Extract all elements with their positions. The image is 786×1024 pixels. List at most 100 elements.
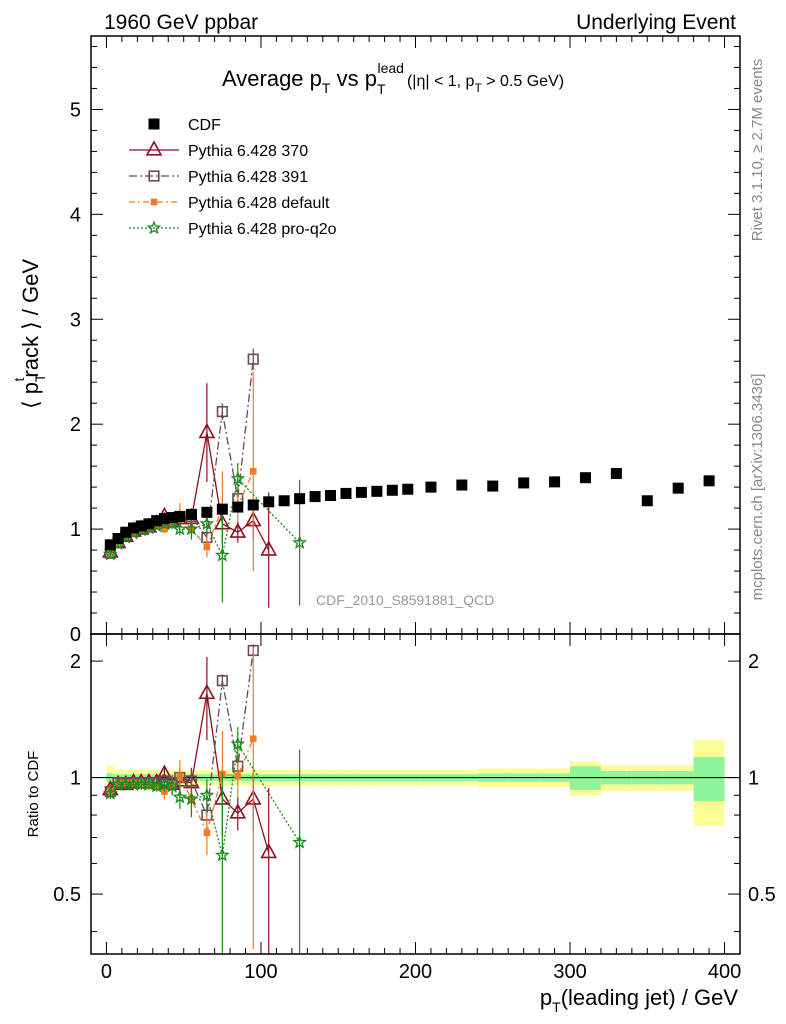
- cdf-point: [135, 520, 147, 532]
- y-tick-label-main: 1: [70, 519, 81, 541]
- y-tick-label-main: 3: [70, 309, 81, 331]
- cdf-point: [112, 533, 124, 545]
- cdf-point: [549, 476, 561, 488]
- cdf-point: [232, 501, 244, 513]
- cdf-point: [309, 491, 321, 503]
- main-point-pdefault: [161, 525, 168, 533]
- ratio-point-pq2o: [184, 791, 199, 806]
- cdf-point: [127, 522, 139, 534]
- main-point-p370: [198, 422, 216, 439]
- x-tick-label: 100: [244, 961, 277, 983]
- cdf-point: [672, 482, 684, 494]
- y-tick-label-main: 5: [70, 99, 81, 121]
- cdf-point: [120, 526, 132, 538]
- legend-marker: [148, 170, 160, 182]
- y-tick-label-ratio-left: 0.5: [53, 884, 81, 906]
- main-point-p370: [229, 522, 247, 538]
- ratio-point-pq2o: [164, 778, 180, 793]
- ratio-point-pq2o: [214, 847, 230, 862]
- analysis-id: CDF_2010_S8591881_QCD: [316, 592, 494, 608]
- chart-title: Average pT vs pTlead(|η| < 1, pT > 0.5 G…: [222, 60, 564, 97]
- cdf-point: [386, 484, 398, 496]
- main-point-pq2o: [102, 546, 118, 561]
- main-point-pq2o: [214, 547, 230, 562]
- ratio-point-pq2o: [156, 776, 172, 791]
- ratio-line-pq2o: [109, 742, 301, 856]
- legend-label: Pythia 6.428 391: [188, 169, 308, 186]
- main-point-pq2o: [199, 516, 215, 531]
- cdf-point: [166, 512, 178, 524]
- x-tick-label: 400: [708, 961, 741, 983]
- header-right: Underlying Event: [576, 11, 736, 34]
- y-tick-label-main: 0: [70, 624, 81, 646]
- legend: CDF Pythia 6.428 370 Pythia 6.428 391 Pythi…: [129, 117, 337, 238]
- legend-label: CDF: [188, 117, 221, 134]
- x-tick-label: 300: [553, 961, 586, 983]
- cdf-point: [518, 477, 530, 489]
- cdf-point: [143, 518, 155, 530]
- cdf-point: [579, 472, 591, 484]
- ratio-panel-ticks: 0 100 200 300 400 0.5 0.5 1 1 2 2: [53, 634, 776, 983]
- cdf-point: [456, 479, 468, 491]
- y-tick-label-main: 4: [70, 204, 81, 226]
- ratio-line-p391: [109, 650, 254, 818]
- y-tick-label-ratio-right: 1: [748, 768, 759, 790]
- cdf-point: [355, 486, 367, 498]
- ratio-point-pq2o: [199, 787, 215, 802]
- ratio-point-pdefault: [203, 829, 211, 837]
- cdf-point: [340, 487, 352, 499]
- y-tick-label-main: 2: [70, 414, 81, 436]
- cdf-point: [151, 515, 163, 527]
- cdf-point: [425, 481, 437, 493]
- cdf-point: [278, 495, 290, 507]
- ratio-point-p391: [216, 675, 228, 687]
- header-left: 1960 GeV ppbar: [104, 11, 258, 34]
- legend-label: Pythia 6.428 370: [188, 143, 308, 160]
- legend-label: Pythia 6.428 default: [188, 195, 330, 212]
- main-point-pq2o: [230, 470, 246, 486]
- cdf-point: [641, 495, 653, 507]
- main-point-pq2o: [172, 521, 188, 536]
- x-tick-label: 0: [101, 961, 112, 983]
- cdf-point: [325, 490, 337, 502]
- cdf-point: [371, 485, 383, 497]
- ratio-point-pdefault: [234, 772, 242, 780]
- y-tick-label-ratio-right: 0.5: [748, 884, 776, 906]
- ratio-point-pq2o: [102, 785, 118, 800]
- main-point-p391: [216, 405, 228, 418]
- y-tick-label-ratio-right: 2: [748, 651, 759, 673]
- y-tick-label-ratio-left: 2: [70, 651, 81, 673]
- x-axis-label: pT(leading jet) / GeV: [540, 985, 738, 1015]
- ratio-point-pq2o: [292, 834, 308, 849]
- main-panel-data: [101, 348, 715, 608]
- main-point-pq2o: [292, 534, 308, 550]
- cdf-point: [247, 499, 259, 511]
- ratio-point-pq2o: [230, 736, 246, 751]
- legend-marker: [146, 220, 162, 235]
- cdf-point: [201, 506, 213, 518]
- legend-label: Pythia 6.428 pro-q2o: [188, 221, 337, 238]
- ratio-point-pq2o: [141, 776, 157, 791]
- cdf-point: [402, 483, 414, 495]
- main-point-p370: [260, 540, 278, 556]
- ratio-panel-data: [91, 644, 740, 954]
- ratio-point-pq2o: [172, 789, 188, 804]
- side-label-mcplots: mcplots.cern.ch [arXiv:1306.3436]: [749, 374, 766, 601]
- ratio-point-p370: [198, 683, 216, 700]
- ratio-band-inner: [693, 757, 725, 801]
- cdf-point: [104, 539, 116, 551]
- legend-marker: [148, 118, 160, 130]
- cdf-point: [174, 510, 186, 522]
- ratio-point-pdefault: [176, 772, 184, 780]
- cdf-point: [703, 475, 715, 487]
- cdf-point: [610, 467, 622, 479]
- cdf-point: [263, 496, 275, 508]
- main-point-pdefault: [203, 543, 211, 551]
- y-axis-label-ratio: Ratio to CDF: [25, 751, 42, 838]
- y-tick-label-ratio-left: 1: [70, 768, 81, 790]
- cdf-point: [158, 513, 170, 525]
- legend-marker: [145, 140, 163, 156]
- side-label-rivet: Rivet 3.1.10, ≥ 2.7M events: [749, 59, 766, 242]
- main-point-pdefault: [249, 468, 257, 475]
